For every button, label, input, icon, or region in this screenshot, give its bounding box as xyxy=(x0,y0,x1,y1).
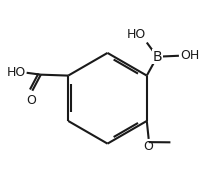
Text: HO: HO xyxy=(127,28,146,41)
Text: B: B xyxy=(152,50,162,64)
Text: O: O xyxy=(144,140,154,153)
Text: O: O xyxy=(26,94,36,107)
Text: OH: OH xyxy=(180,49,199,62)
Text: HO: HO xyxy=(7,66,26,79)
